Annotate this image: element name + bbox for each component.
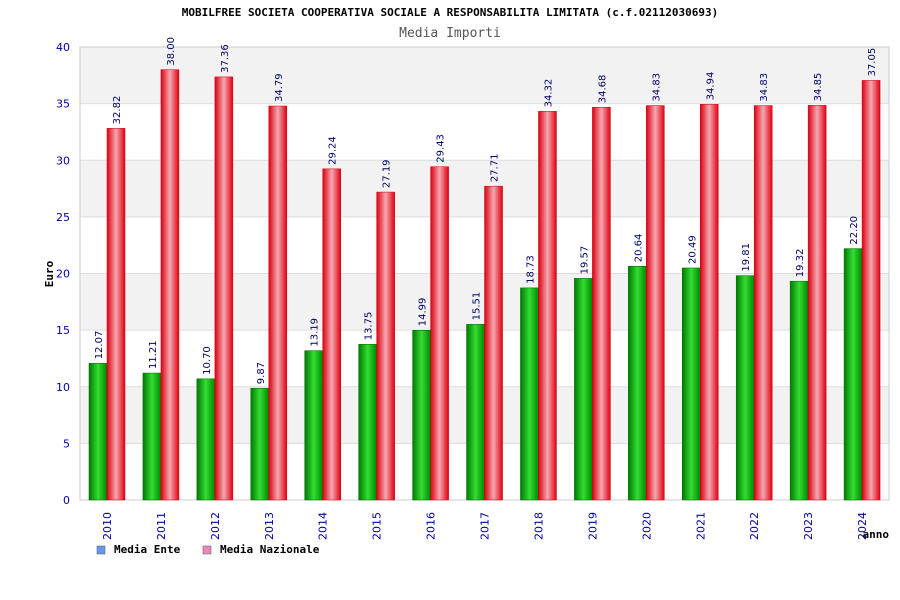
data-label-media-ente: 19.32 bbox=[795, 249, 806, 278]
bar-media-nazionale bbox=[430, 166, 449, 501]
bar-media-nazionale bbox=[807, 105, 827, 501]
data-label-media-ente: 14.99 bbox=[418, 298, 429, 327]
data-label-media-ente: 20.49 bbox=[687, 235, 698, 264]
data-label-media-nazionale: 32.82 bbox=[112, 96, 123, 125]
x-tick-label: 2017 bbox=[479, 512, 492, 540]
bars-group: 12.07 32.82 11.21 38.00 10.70 37.36 9.87 34.79 1… bbox=[88, 37, 881, 501]
data-label-media-ente: 19.81 bbox=[741, 243, 752, 272]
data-label-media-nazionale: 37.05 bbox=[867, 48, 878, 77]
bar-media-nazionale bbox=[322, 168, 341, 501]
x-tick-label: 2010 bbox=[101, 512, 114, 540]
y-tick-label: 0 bbox=[63, 494, 70, 507]
bar-media-ente bbox=[466, 324, 485, 501]
bar-media-nazionale bbox=[214, 76, 234, 501]
data-label-media-ente: 12.07 bbox=[94, 331, 105, 360]
x-tick-label: 2016 bbox=[425, 512, 438, 540]
y-tick-label: 5 bbox=[63, 437, 70, 450]
y-tick-label: 25 bbox=[56, 211, 70, 224]
data-label-media-nazionale: 34.83 bbox=[759, 73, 770, 102]
bar-media-ente bbox=[843, 248, 863, 501]
data-label-media-ente: 19.57 bbox=[579, 246, 590, 275]
bar-media-ente bbox=[735, 275, 755, 501]
data-label-media-ente: 15.51 bbox=[472, 292, 483, 321]
bar-media-nazionale bbox=[538, 111, 557, 501]
legend-swatch-media-nazionale bbox=[202, 545, 212, 555]
y-tick-label: 20 bbox=[56, 268, 70, 281]
data-label-media-nazionale: 34.32 bbox=[543, 79, 554, 108]
data-label-media-nazionale: 34.68 bbox=[597, 75, 608, 104]
bar-media-nazionale bbox=[376, 191, 395, 501]
legend: Media Ente Media Nazionale bbox=[96, 543, 320, 556]
bar-media-ente bbox=[789, 280, 809, 501]
bar-media-ente bbox=[304, 350, 323, 501]
x-tick-label: 2022 bbox=[748, 512, 761, 540]
bar-media-nazionale bbox=[700, 104, 719, 501]
data-label-media-nazionale: 34.94 bbox=[705, 72, 716, 101]
bar-media-nazionale bbox=[268, 105, 288, 501]
data-label-media-nazionale: 29.43 bbox=[436, 134, 447, 163]
x-tick-label: 2015 bbox=[371, 512, 384, 540]
bar-media-nazionale bbox=[592, 106, 611, 501]
data-label-media-ente: 9.87 bbox=[256, 362, 267, 384]
x-tick-label: 2019 bbox=[586, 512, 599, 540]
data-label-media-nazionale: 37.36 bbox=[220, 44, 231, 73]
bar-media-ente bbox=[196, 378, 216, 501]
bar-media-ente bbox=[412, 329, 431, 501]
bar-media-nazionale bbox=[106, 128, 126, 501]
data-label-media-ente: 18.73 bbox=[525, 255, 536, 284]
bar-media-nazionale bbox=[160, 69, 180, 501]
bar-media-ente bbox=[574, 278, 593, 501]
data-label-media-nazionale: 29.24 bbox=[328, 136, 339, 165]
data-label-media-nazionale: 27.19 bbox=[382, 159, 393, 188]
x-axis-label: anno bbox=[863, 528, 890, 541]
data-label-media-ente: 10.70 bbox=[202, 346, 213, 375]
legend-label-media-nazionale: Media Nazionale bbox=[220, 543, 320, 556]
data-label-media-nazionale: 27.71 bbox=[490, 154, 501, 183]
y-tick-label: 30 bbox=[56, 154, 70, 167]
x-tick-label: 2021 bbox=[694, 512, 707, 540]
x-tick-label: 2013 bbox=[263, 512, 276, 540]
data-label-media-nazionale: 34.79 bbox=[274, 73, 285, 102]
bar-media-ente bbox=[250, 387, 270, 501]
bar-media-ente bbox=[520, 287, 539, 501]
x-tick-label: 2014 bbox=[317, 512, 330, 540]
bar-media-nazionale bbox=[646, 105, 665, 501]
y-tick-label: 10 bbox=[56, 381, 70, 394]
bar-media-ente bbox=[142, 372, 162, 501]
data-label-media-ente: 13.19 bbox=[310, 318, 321, 347]
y-tick-label: 40 bbox=[56, 41, 70, 54]
x-tick-label: 2018 bbox=[532, 512, 545, 540]
chart-subtitle: Media Importi bbox=[399, 26, 501, 41]
x-tick-label: 2023 bbox=[802, 512, 815, 540]
y-tick-label: 35 bbox=[56, 98, 70, 111]
data-label-media-ente: 11.21 bbox=[148, 340, 159, 369]
data-label-media-ente: 20.64 bbox=[633, 234, 644, 263]
bar-media-nazionale bbox=[753, 105, 773, 501]
legend-label-media-ente: Media Ente bbox=[114, 543, 181, 556]
x-tick-label: 2024 bbox=[856, 512, 869, 540]
bar-media-ente bbox=[682, 267, 701, 501]
y-tick-label: 15 bbox=[56, 324, 70, 337]
bar-media-ente bbox=[628, 266, 647, 501]
axis-ticks: 0 5 10 15 20 25 30 35 40 2010 2011 2012 2013 2014 2015… bbox=[56, 41, 869, 540]
bar-media-nazionale bbox=[484, 185, 503, 501]
data-label-media-ente: 22.20 bbox=[849, 216, 860, 245]
bar-media-nazionale bbox=[861, 80, 881, 501]
x-tick-label: 2012 bbox=[209, 512, 222, 540]
data-label-media-nazionale: 34.83 bbox=[651, 73, 662, 102]
bar-media-ente bbox=[88, 363, 108, 501]
chart-title: MOBILFREE SOCIETA COOPERATIVA SOCIALE A … bbox=[182, 6, 718, 19]
x-tick-label: 2011 bbox=[155, 512, 168, 540]
data-label-media-ente: 13.75 bbox=[364, 312, 375, 341]
legend-swatch-media-ente bbox=[96, 545, 106, 555]
x-tick-label: 2020 bbox=[640, 512, 653, 540]
y-axis-label: Euro bbox=[43, 260, 56, 287]
data-label-media-nazionale: 34.85 bbox=[813, 73, 824, 102]
data-label-media-nazionale: 38.00 bbox=[166, 37, 177, 66]
bar-media-ente bbox=[358, 344, 377, 501]
